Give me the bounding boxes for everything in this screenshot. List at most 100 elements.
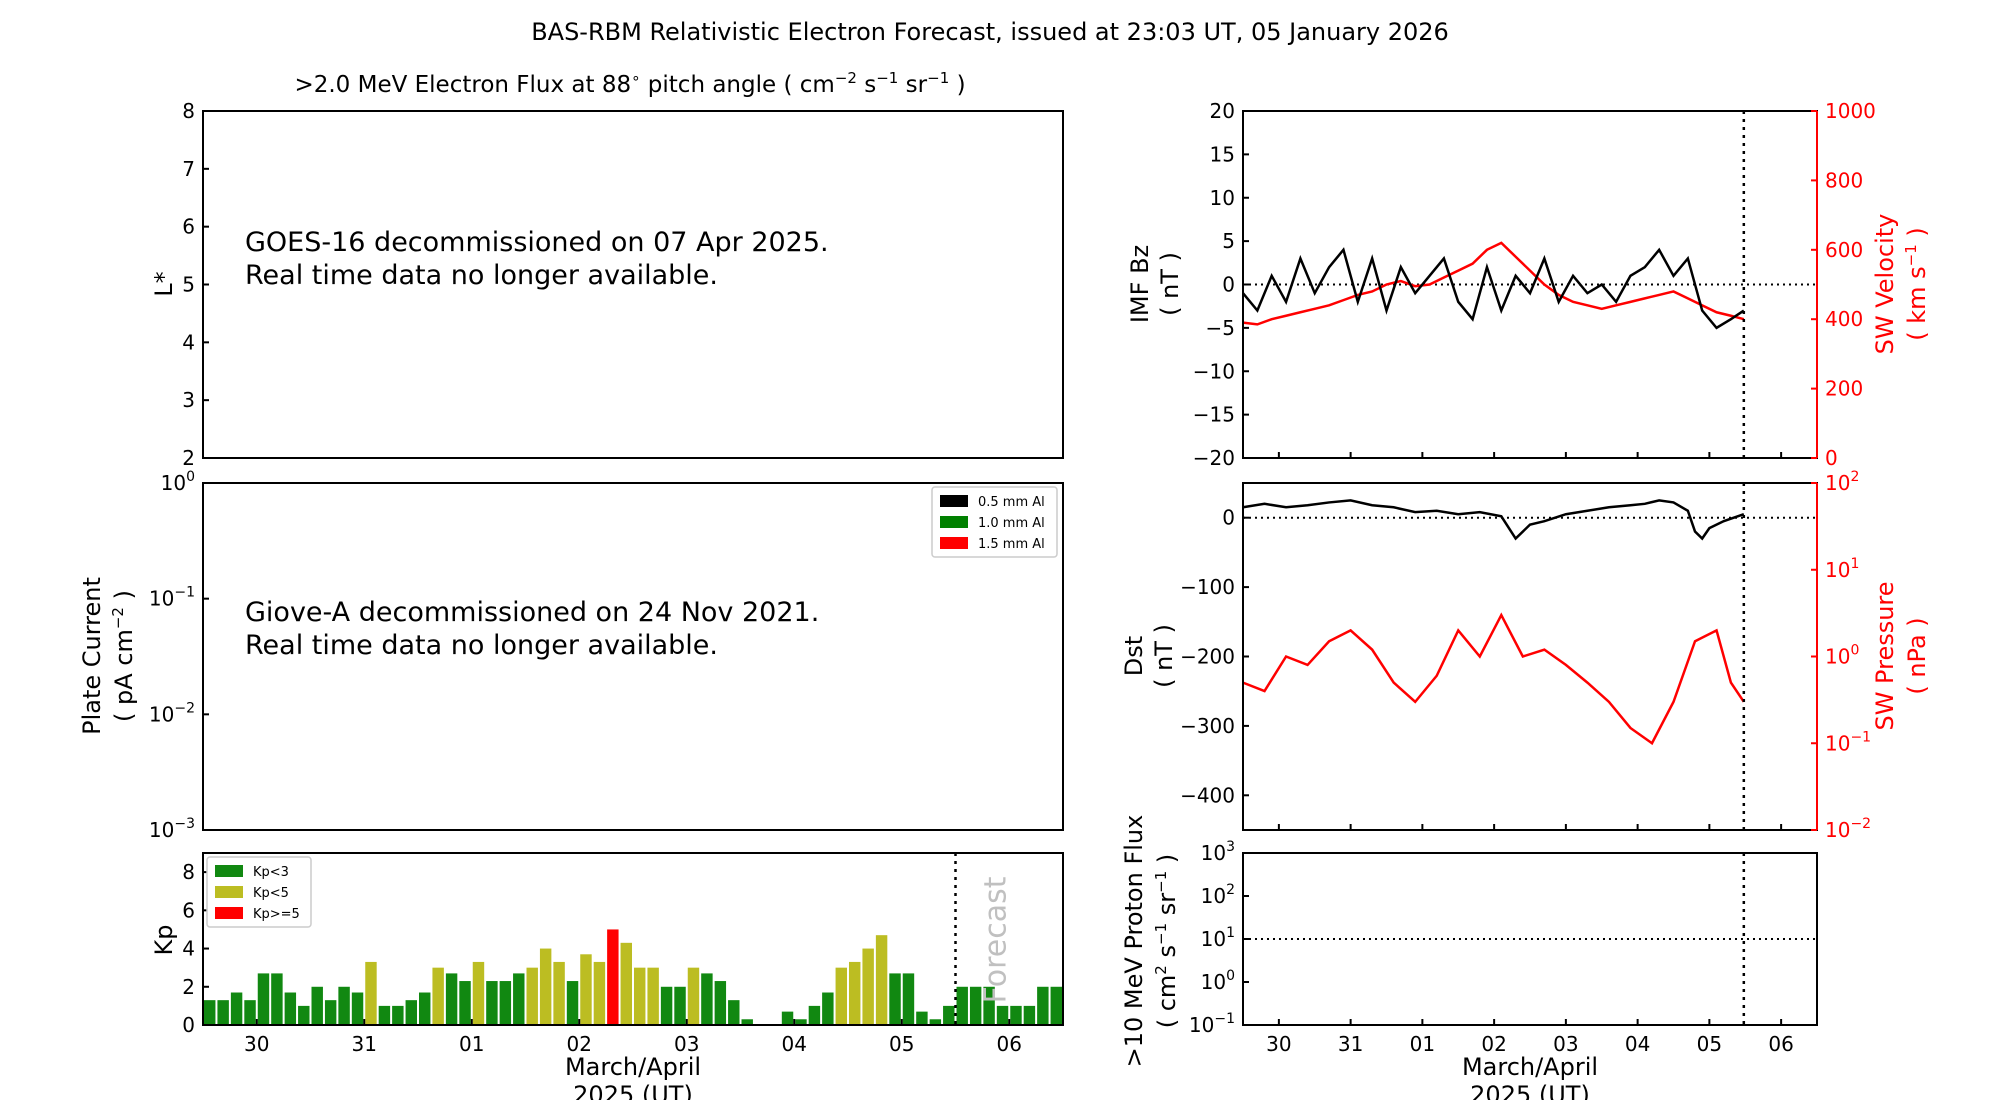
x-tick-label: 06 (1768, 1032, 1793, 1056)
kp-bar (271, 973, 283, 1025)
x-tick-label: 06 (997, 1032, 1022, 1056)
x-tick-label: 02 (567, 1032, 592, 1056)
y-tick-label: 102 (1201, 882, 1235, 908)
kp-bar (472, 961, 485, 1025)
kp-bar (701, 973, 713, 1025)
kp-bar (566, 981, 579, 1025)
kp-bar (486, 981, 498, 1025)
kp-legend-label-low: Kp<3 (253, 865, 289, 880)
kp-legend-swatch-high (215, 907, 243, 919)
x-tick-label: 05 (1697, 1032, 1722, 1056)
plate-y-ticks: 100 10−1 10−2 10−3 (149, 469, 209, 842)
y-tick-label: 2 (182, 975, 195, 999)
kp-bar (217, 1000, 229, 1025)
y-tick-label: 400 (1825, 307, 1863, 331)
plate-legend-label-05: 0.5 mm Al (978, 495, 1045, 510)
y-tick-label: 100 (1201, 968, 1235, 994)
sw-velocity-series-line (1242, 241, 1745, 326)
y-tick-label: −400 (1180, 783, 1235, 807)
dst-y-ticks: 0 −100 −200 −300 −400 (1180, 506, 1249, 807)
y-tick-label: 8 (182, 860, 195, 884)
kp-bar (392, 1005, 404, 1025)
kp-bar (916, 1011, 928, 1025)
kp-bar (835, 967, 847, 1025)
dst-plot-area (1242, 482, 1818, 831)
kp-bar (808, 1005, 821, 1025)
imf-y-ticks: −20 −15 −10 −5 0 5 10 15 20 (1193, 99, 1249, 470)
kp-bar (674, 986, 686, 1025)
plate-ylabel-units: ( pA cm−2 ) (109, 590, 138, 722)
kp-bar (849, 961, 861, 1025)
proton-xlabel-2: 2025 (UT) (1470, 1081, 1590, 1100)
kp-bar (969, 986, 982, 1025)
x-tick-label: 02 (1481, 1032, 1506, 1056)
y-tick-label: 0 (1825, 446, 1838, 470)
kp-bar (1010, 1005, 1022, 1025)
kp-bar (634, 967, 646, 1025)
imf-ylabel-units: ( nT ) (1156, 252, 1184, 316)
y-tick-label: 100 (161, 469, 195, 495)
kp-bar (365, 961, 377, 1025)
dst-ylabel-units: ( nT ) (1150, 624, 1178, 688)
kp-bar (1037, 986, 1049, 1025)
kp-bar (929, 1019, 942, 1025)
y-tick-label: 10−1 (149, 585, 195, 611)
kp-bar (889, 973, 901, 1025)
y-tick-label: −15 (1193, 403, 1235, 427)
kp-bar (338, 986, 350, 1025)
flux-y-ticks: 2 3 4 5 6 7 8 (182, 99, 209, 470)
y-tick-label: −300 (1180, 714, 1235, 738)
kp-bar (204, 1000, 216, 1025)
kp-legend-swatch-low (215, 865, 243, 877)
x-tick-label: 30 (1266, 1032, 1291, 1056)
plate-legend-label-10: 1.0 mm Al (978, 516, 1045, 531)
proton-xlabel: March/April (1462, 1053, 1598, 1081)
plate-legend-swatch-15 (940, 537, 968, 549)
x-tick-label: 31 (352, 1032, 377, 1056)
kp-bar (620, 942, 632, 1025)
x-tick-label: 01 (459, 1032, 484, 1056)
y-tick-label: 10−1 (1825, 729, 1871, 755)
sw-pressure-label: SW Pressure (1871, 581, 1899, 730)
y-tick-label: 10−3 (149, 816, 195, 842)
proton-ylabel: >10 MeV Proton Flux (1120, 815, 1148, 1068)
y-tick-label: 10 (1210, 186, 1235, 210)
y-tick-label: 6 (182, 898, 195, 922)
y-tick-label: 1000 (1825, 99, 1876, 123)
kp-ylabel: Kp (150, 925, 178, 956)
y-tick-label: 4 (182, 937, 195, 961)
dst-series-line (1242, 499, 1745, 541)
proton-y-ticks: 10−1 100 101 102 103 (1189, 839, 1249, 1037)
kp-bar (311, 986, 323, 1025)
flux-ylabel: L* (150, 271, 178, 296)
kp-bar (513, 973, 525, 1025)
figure-title: BAS-RBM Relativistic Electron Forecast, … (531, 18, 1449, 46)
kp-bar (432, 967, 444, 1025)
kp-bar (378, 1005, 391, 1025)
y-tick-label: −10 (1193, 359, 1235, 383)
flux-panel: >2.0 MeV Electron Flux at 88∘ pitch angl… (150, 69, 1064, 470)
sw-velocity-units: ( km s−1 ) (1902, 227, 1931, 341)
kp-bar (943, 1005, 955, 1025)
y-tick-label: 100 (1825, 643, 1859, 669)
dst-ylabel: Dst (1120, 636, 1148, 676)
y-tick-label: 2 (182, 446, 195, 470)
x-tick-label: 30 (244, 1032, 269, 1056)
kp-forecast-label: Forecast (979, 876, 1014, 1003)
flux-title: >2.0 MeV Electron Flux at 88∘ pitch angl… (294, 69, 965, 98)
kp-bar (526, 967, 538, 1025)
y-tick-label: 101 (1201, 925, 1235, 951)
kp-bar (660, 986, 673, 1025)
kp-bar (593, 961, 606, 1025)
sw-pressure-y-ticks: 10−2 10−1 100 101 102 (1811, 469, 1871, 842)
x-tick-label: 03 (674, 1032, 699, 1056)
imf-bz-series-line (1242, 247, 1745, 330)
proton-ylabel-units: ( cm2 s−1 sr−1 ) (1152, 854, 1181, 1029)
kp-bar (445, 973, 458, 1025)
plate-legend-swatch-05 (940, 495, 968, 507)
kp-bar (539, 948, 552, 1025)
plate-plot-area (202, 482, 1064, 831)
y-tick-label: 4 (182, 330, 195, 354)
kp-bar (459, 981, 471, 1025)
